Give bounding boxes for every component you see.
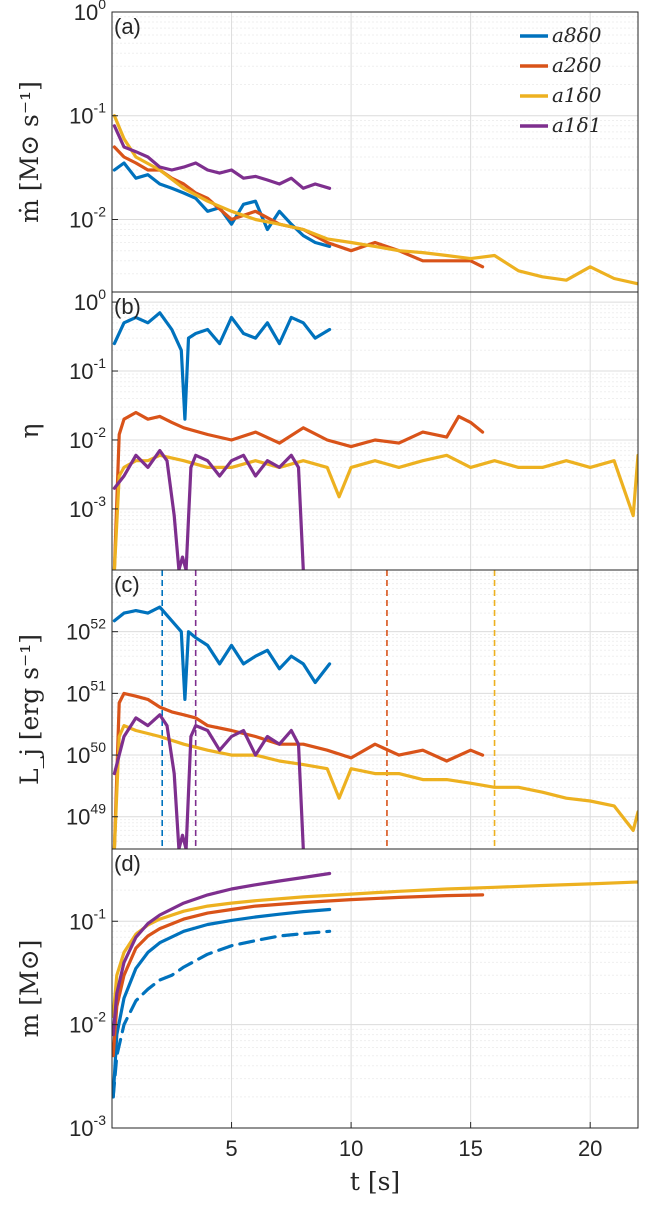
y-tick-label: 1051 xyxy=(66,677,106,706)
y-tick-label: 10-3 xyxy=(69,1112,106,1141)
x-tick-label: 10 xyxy=(339,1136,363,1161)
series-line-a8d0 xyxy=(112,907,332,1099)
series-line-a8d0 xyxy=(112,605,332,702)
y-tick-label: 10-1 xyxy=(69,100,106,129)
y-tick-label: 10-1 xyxy=(69,355,106,384)
legend: a8δ0 a2δ0 a1δ0 a1δ1 xyxy=(520,23,602,137)
axis-box xyxy=(111,848,639,1129)
y-axis-label: L_j [erg s⁻¹] xyxy=(15,634,44,785)
panel-a: 100 10-1 10-2 (a) ṁ [M⊙ s⁻¹] a8δ0 a2δ0 a1δ0 a1δ1 xyxy=(15,0,639,293)
y-tick-label: 100 xyxy=(74,286,106,315)
y-tick-label: 10-2 xyxy=(69,424,106,453)
legend-label: a2δ0 xyxy=(552,53,602,77)
series-line-a1d0 xyxy=(112,114,638,286)
y-tick-label: 1050 xyxy=(66,739,106,768)
series-line-a2d0 xyxy=(112,410,485,570)
series-line-a1d1 xyxy=(112,713,305,849)
series-line-a2d0 xyxy=(112,145,485,269)
grid xyxy=(112,848,638,1129)
y-tick-label: 1052 xyxy=(66,616,106,645)
y-tick-label: 100 xyxy=(74,0,106,25)
y-axis-label: ṁ [M⊙ s⁻¹] xyxy=(15,81,44,223)
x-axis-label: t [s] xyxy=(350,1167,400,1196)
y-tick-label: 10-3 xyxy=(69,493,106,522)
series-line-a1d1 xyxy=(112,124,332,190)
x-tick-label: 20 xyxy=(578,1136,602,1161)
y-tick-label: 10-1 xyxy=(69,905,106,934)
panel-b: 100 10-1 10-2 10-3 (b) η xyxy=(15,286,639,571)
x-tick-label: 5 xyxy=(225,1136,237,1161)
y-axis-label: η xyxy=(15,424,44,439)
panel-label: (c) xyxy=(114,572,140,597)
grid xyxy=(112,569,638,850)
series-group xyxy=(112,311,638,570)
series-group xyxy=(112,871,638,1099)
x-tick-label: 15 xyxy=(458,1136,482,1161)
panel-c: 1052 1051 1050 1049 (c) L_j [erg s⁻¹] xyxy=(15,569,639,850)
series-line-a2d0 xyxy=(112,893,485,1058)
panel-label: (d) xyxy=(114,851,141,876)
legend-label: a1δ1 xyxy=(552,113,601,137)
series-group xyxy=(112,114,638,286)
panel-label: (b) xyxy=(114,294,141,319)
series-line-a1d0 xyxy=(112,453,638,570)
y-tick-label: 10-2 xyxy=(69,1009,106,1038)
axis-box xyxy=(111,569,639,850)
series-line-a8d0-dashed xyxy=(112,929,332,1099)
legend-label: a8δ0 xyxy=(552,23,602,47)
panel-label: (a) xyxy=(114,14,141,39)
series-group xyxy=(112,605,638,849)
series-line-a8d0 xyxy=(112,311,332,421)
panel-d: 10-1 10-2 10-3 (d) m [M⊙] 5 10 15 20 t [s] xyxy=(15,848,639,1196)
series-line-a1d1 xyxy=(112,871,332,1037)
series-line-a8d0 xyxy=(112,161,332,248)
y-tick-label: 1049 xyxy=(66,801,106,830)
y-tick-label: 10-2 xyxy=(69,203,106,232)
y-axis-label: m [M⊙] xyxy=(15,940,44,1038)
series-line-a1d0 xyxy=(112,880,638,1019)
legend-label: a1δ0 xyxy=(552,83,602,107)
series-line-a1d1 xyxy=(112,449,305,570)
